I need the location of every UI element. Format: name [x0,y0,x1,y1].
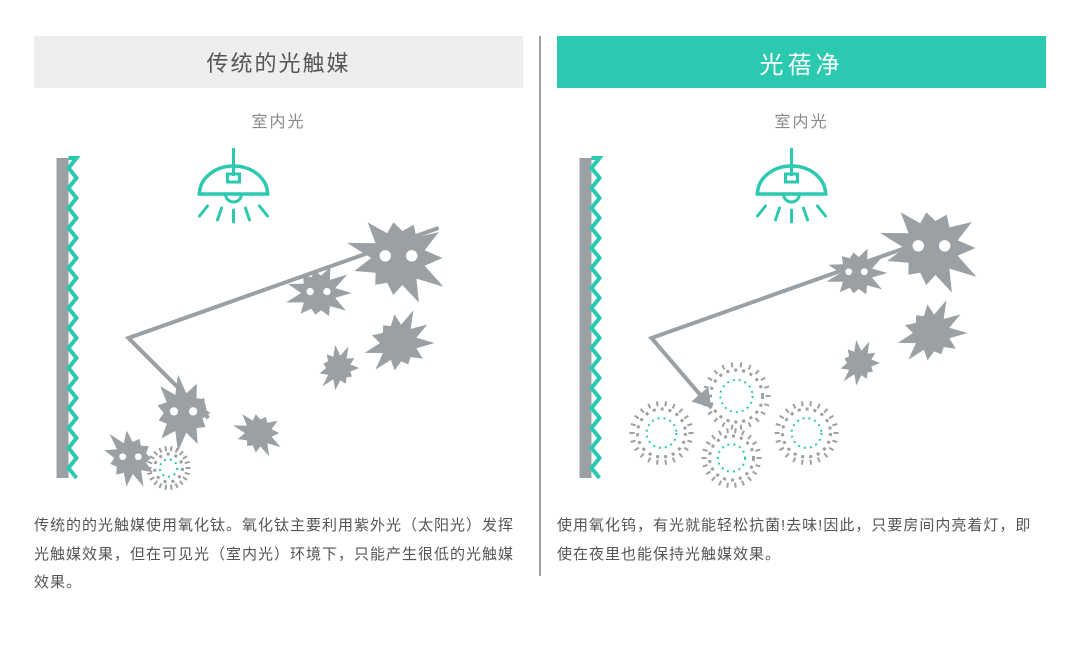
diagram-traditional [34,138,523,498]
title-product: 光蓓净 [557,36,1046,88]
panel-traditional: 传统的光触媒 室内光 传统的的光触媒使用氧化钛。氧化钛主要利用紫外光（太阳光）发… [18,36,539,652]
subtitle-product: 室内光 [557,108,1046,132]
desc-traditional: 传统的的光触媒使用氧化钛。氧化钛主要利用紫外光（太阳光）发挥光触媒效果，但在可见… [34,512,523,598]
title-traditional-text: 传统的光触媒 [206,46,350,78]
title-product-text: 光蓓净 [760,45,844,80]
diagram-product [557,138,1046,498]
subtitle-traditional: 室内光 [34,108,523,132]
panel-product: 光蓓净 室内光 使用氧化钨，有光就能轻松抗菌!去味!因此，只要房间内亮着灯，即使… [541,36,1062,652]
title-traditional: 传统的光触媒 [34,36,523,88]
desc-product: 使用氧化钨，有光就能轻松抗菌!去味!因此，只要房间内亮着灯，即使在夜里也能保持光… [557,512,1046,569]
comparison-container: 传统的光触媒 室内光 传统的的光触媒使用氧化钛。氧化钛主要利用紫外光（太阳光）发… [0,0,1080,670]
